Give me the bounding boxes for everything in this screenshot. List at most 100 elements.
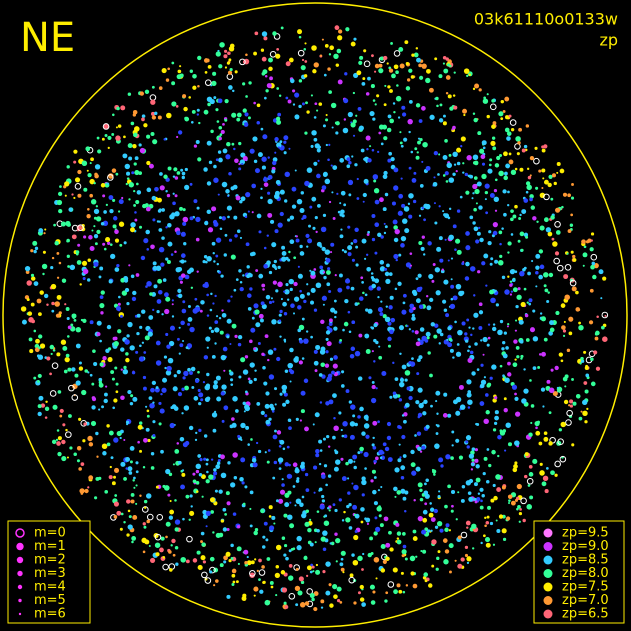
star-dot [390, 157, 395, 162]
star-dot [289, 501, 292, 504]
star-dot [543, 217, 549, 223]
star-dot [514, 143, 521, 150]
star-dot [250, 438, 253, 441]
star-dot [310, 144, 314, 148]
star-dot [224, 233, 228, 237]
star-dot [42, 250, 46, 254]
star-dot [431, 279, 435, 283]
star-dot [347, 310, 351, 314]
star-dot [233, 215, 238, 220]
star-dot [314, 102, 318, 106]
star-dot [425, 77, 431, 84]
star-dot [231, 573, 236, 578]
star-dot [512, 467, 518, 473]
star-dot [96, 455, 99, 458]
star-dot [355, 114, 358, 117]
star-dot [430, 322, 436, 327]
star-dot [76, 260, 82, 265]
star-dot [402, 496, 407, 501]
star-dot [176, 135, 179, 139]
star-dot [485, 479, 490, 484]
star-dot [228, 238, 233, 242]
star-dot [246, 555, 249, 559]
star-dot [179, 206, 183, 211]
star-dot [272, 434, 278, 440]
star-dot [373, 188, 380, 194]
star-dot [326, 341, 332, 347]
star-dot [309, 570, 313, 574]
star-dot [352, 91, 356, 95]
star-dot [181, 472, 186, 477]
star-dot [124, 287, 130, 293]
star-dot [50, 283, 57, 290]
star-dot [278, 498, 284, 504]
star-dot [473, 226, 479, 232]
star-dot [521, 398, 527, 404]
star-dot [415, 277, 419, 281]
star-dot [124, 163, 131, 170]
star-dot [231, 568, 237, 574]
star-dot [325, 483, 328, 487]
star-dot [283, 340, 287, 343]
star-dot [182, 208, 186, 212]
star-dot [161, 387, 167, 393]
star-dot [137, 424, 143, 430]
star-dot [446, 162, 453, 169]
star-dot [201, 571, 208, 579]
star-dot [98, 377, 103, 382]
star-dot [87, 278, 91, 282]
star-dot [601, 311, 609, 319]
star-dot [512, 287, 518, 293]
star-dot [499, 319, 504, 324]
star-dot [438, 236, 443, 241]
star-dot [377, 420, 380, 424]
star-dot [219, 563, 224, 568]
star-dot [289, 239, 295, 245]
star-dot [501, 275, 506, 280]
star-dot [542, 177, 545, 180]
star-dot [169, 325, 176, 331]
star-dot [401, 203, 406, 208]
star-dot [274, 387, 278, 391]
star-dot [586, 407, 589, 410]
star-dot [471, 197, 474, 200]
star-dot [177, 130, 183, 135]
star-dot [325, 350, 329, 354]
star-dot [205, 479, 210, 484]
star-dot [365, 92, 370, 96]
star-dot [402, 454, 407, 458]
star-dot [220, 472, 227, 479]
star-dot [203, 434, 208, 438]
star-dot [247, 116, 251, 120]
star-dot [155, 386, 159, 390]
star-dot [571, 443, 575, 447]
star-dot [510, 217, 514, 222]
star-dot [339, 234, 344, 239]
star-dot [82, 268, 89, 275]
star-dot [483, 456, 488, 461]
star-dot [341, 214, 345, 218]
star-dot [320, 226, 327, 233]
star-dot [359, 597, 365, 602]
star-dot [202, 260, 206, 264]
star-dot [135, 470, 139, 474]
star-dot [101, 443, 108, 450]
star-dot [436, 104, 439, 108]
star-dot [120, 461, 126, 467]
star-dot [396, 539, 402, 545]
star-dot [34, 343, 40, 349]
star-dot [418, 304, 424, 310]
star-dot [319, 265, 324, 270]
star-dot [418, 119, 423, 123]
star-dot [295, 238, 300, 243]
star-dot [493, 495, 498, 501]
star-dot [177, 69, 182, 74]
star-dot [211, 354, 216, 359]
star-dot [31, 319, 36, 324]
star-dot [429, 373, 433, 378]
star-dot [57, 451, 62, 457]
star-dot [266, 460, 270, 464]
star-dot [200, 531, 205, 536]
star-dot [408, 193, 414, 199]
star-dot [244, 355, 249, 359]
